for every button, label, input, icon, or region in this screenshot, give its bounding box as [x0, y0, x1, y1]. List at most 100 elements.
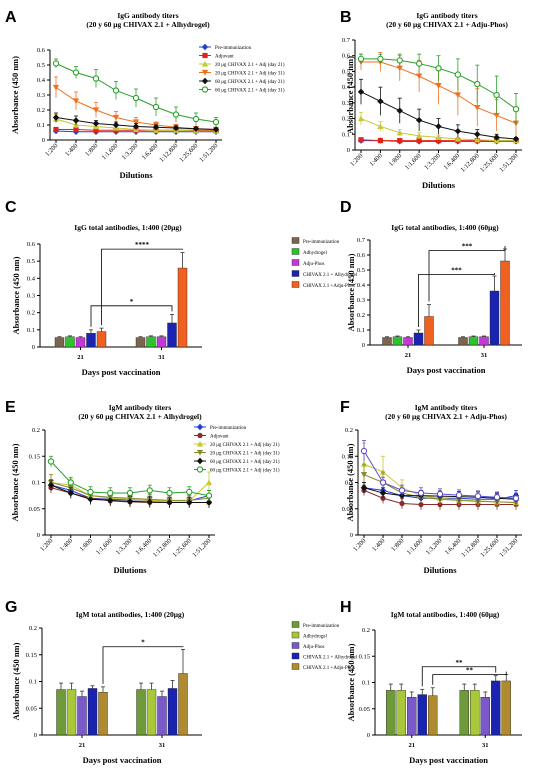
series-adju-phos: [77, 690, 167, 736]
data-point: [92, 75, 100, 82]
series-adju-phos: [407, 691, 490, 736]
data-point: [212, 118, 220, 126]
y-tick-label: 0.05: [26, 705, 37, 712]
data-point: [87, 488, 94, 496]
y-tick-label: 0.2: [27, 310, 35, 317]
y-tick-label: 0.2: [357, 312, 365, 319]
y-tick-label: 0.4: [37, 77, 46, 84]
data-point: [212, 126, 220, 133]
bar: [167, 688, 178, 736]
legend-marker: [201, 69, 209, 76]
data-point: [455, 491, 463, 499]
x-axis-label: Dilutions: [423, 565, 457, 575]
data-point: [360, 484, 368, 491]
panel-letter: A: [5, 9, 17, 26]
legend-label: Adjuvant: [215, 54, 234, 59]
y-tick-label: 0.4: [27, 275, 36, 282]
data-point: [152, 103, 160, 111]
panel-b: B IgG antibody titers(20 y 60 μg CHIVAX 2…: [340, 9, 522, 190]
chart-subtitle: (20 y 60 μg CHIVAX 2.1 + Adju-Phos): [386, 20, 508, 29]
data-point: [435, 134, 442, 141]
y-tick-label: 0.2: [37, 107, 45, 114]
x-tick-label: 1:25,600: [178, 142, 199, 163]
y-tick-label: 0.2: [362, 627, 370, 634]
bracket-line: [418, 273, 495, 327]
x-tick-label: 1:800: [84, 142, 99, 157]
panel-letter: H: [340, 599, 352, 616]
y-axis-label: Absorbance (450 nm): [345, 443, 355, 521]
bar: [54, 337, 65, 348]
x-tick-label: 1:200: [352, 537, 367, 552]
data-point: [416, 132, 423, 139]
y-tick-label: 0.1: [29, 679, 37, 686]
y-tick-label: 0.1: [37, 122, 45, 129]
panel-d: D IgG total antibodies, 1:400 (60μg) 0 0.1 0…: [340, 199, 522, 375]
x-tick-label: 31: [482, 742, 489, 749]
bar: [413, 332, 424, 346]
chart-title: IgG antibody titers: [117, 11, 178, 20]
data-point: [377, 55, 384, 63]
legend-marker: [196, 440, 204, 447]
panel-letter: F: [340, 399, 350, 416]
series-pre-immunization: [382, 336, 468, 346]
y-tick-label: 0.6: [27, 241, 36, 248]
series-60-g-chivax-2-1-adj-day-31-: [52, 58, 220, 127]
legend-label: Pre-immunization: [210, 426, 247, 431]
data-point: [87, 496, 94, 503]
bar: [424, 316, 434, 346]
data-point: [396, 57, 403, 64]
data-point: [132, 123, 140, 130]
legend-marker: [196, 466, 204, 473]
x-axis-label: Days post vaccination: [82, 367, 161, 377]
x-tick-label: 21: [77, 354, 84, 361]
y-axis-label: Absorbance (450 nm): [10, 443, 20, 521]
data-point: [493, 91, 500, 99]
data-point: [205, 479, 213, 486]
legend-swatch: [291, 281, 300, 288]
bar: [417, 694, 427, 736]
legend-label: Adhydrogel: [303, 635, 327, 640]
bracket-line: [421, 666, 497, 687]
data-point: [474, 104, 481, 111]
x-tick-label: 1:3,200: [115, 537, 134, 556]
x-axis-label: Dilutions: [113, 565, 147, 575]
legend: Pre-immunization Adjuvant 20 μg CHIVAX 2.1…: [194, 423, 280, 473]
y-tick-label: 0: [347, 147, 350, 154]
x-tick-label: 1:25,600: [479, 152, 500, 173]
bracket-line: [432, 671, 507, 685]
x-axis-label: Days post vaccination: [409, 755, 488, 765]
x-axis-label: Days post vaccination: [83, 755, 162, 765]
bar: [428, 695, 438, 736]
bar: [156, 336, 167, 348]
data-point: [474, 136, 481, 143]
bar: [65, 336, 75, 348]
data-point: [166, 499, 173, 506]
data-point: [67, 489, 74, 497]
data-point: [72, 98, 80, 105]
data-point: [53, 126, 59, 133]
bar: [146, 689, 157, 736]
series-chivax-2-1-adju-phos: [424, 248, 510, 346]
data-point: [377, 123, 384, 130]
data-point: [126, 489, 134, 497]
data-point: [92, 107, 100, 114]
data-point: [436, 490, 444, 498]
legend-label: 20 μg CHIVAX 2.1 + Adj (day 31): [210, 451, 280, 456]
y-tick-label: 0: [37, 532, 40, 539]
data-point: [474, 80, 481, 88]
x-tick-label: 1:51,200: [191, 537, 212, 558]
legend-label: 60 μg CHIVAX 2.1 + Adj (day 21): [210, 460, 280, 465]
data-point: [92, 120, 100, 127]
data-point: [377, 137, 383, 144]
x-tick-label: 1:1,600: [406, 537, 425, 556]
data-point: [360, 472, 368, 478]
data-point: [152, 124, 160, 131]
legend-label: Pre-immunization: [303, 624, 340, 629]
data-point: [205, 499, 213, 506]
legend-label: Adhydrogel: [303, 251, 327, 256]
data-point: [493, 112, 500, 119]
y-tick-label: 0.05: [359, 706, 370, 713]
data-point: [435, 82, 442, 89]
x-tick-label: 1:200: [44, 142, 59, 157]
data-point: [47, 481, 55, 489]
